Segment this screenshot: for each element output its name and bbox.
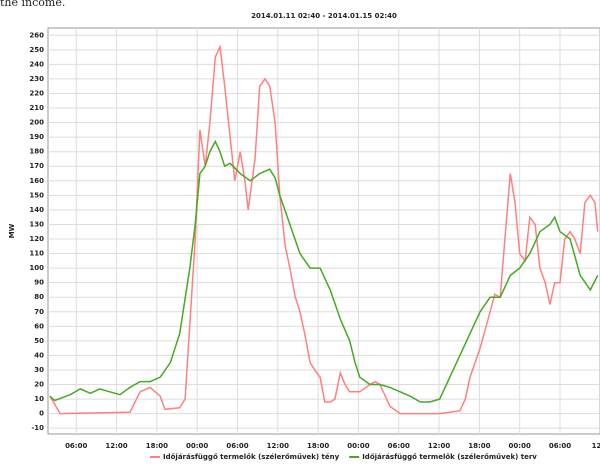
y-tick-label: 110 — [29, 250, 44, 258]
y-tick-label: 40 — [34, 351, 44, 359]
y-tick-label: 60 — [34, 322, 44, 330]
x-tick-label: 12:00 — [105, 442, 127, 450]
y-tick-label: 130 — [29, 220, 44, 228]
y-tick-label: 30 — [34, 366, 44, 374]
y-tick-label: 10 — [34, 395, 44, 403]
y-tick-label: 170 — [29, 162, 44, 170]
x-tick-label: 18:00 — [146, 442, 168, 450]
y-tick-label: 180 — [29, 148, 44, 156]
y-tick-label: 160 — [29, 177, 44, 185]
x-tick-label: 06:00 — [226, 442, 248, 450]
y-tick-label: 260 — [29, 31, 44, 39]
y-tick-label: 200 — [29, 119, 44, 127]
y-tick-label: 140 — [29, 206, 44, 214]
series-line — [49, 44, 599, 415]
y-axis-label: MW — [8, 223, 16, 238]
page-text: the income. — [0, 0, 65, 9]
x-tick-label: 06:00 — [65, 442, 87, 450]
x-tick-label: 18:00 — [307, 442, 329, 450]
y-tick-label: 100 — [29, 264, 44, 272]
y-tick-label: 210 — [29, 104, 44, 112]
y-tick-label: 70 — [34, 308, 44, 316]
x-tick-label: 06:00 — [549, 442, 571, 450]
x-tick-label: 00:00 — [347, 442, 369, 450]
x-tick-label: 12:00 — [267, 442, 289, 450]
y-tick-label: 90 — [34, 279, 44, 287]
x-tick-label: 06:00 — [388, 442, 410, 450]
legend-label: Időjárásfüggő termelők (szélerőművek) te… — [362, 452, 537, 461]
x-tick-label: 12:0 — [592, 442, 600, 450]
y-tick-label: 120 — [29, 235, 44, 243]
y-tick-label: 250 — [29, 46, 44, 54]
legend-label: Időjárásfüggő termelők (szélerőművek) té… — [163, 452, 340, 461]
y-tick-label: 50 — [34, 337, 44, 345]
y-tick-label: -10 — [31, 424, 44, 432]
x-tick-label: 00:00 — [509, 442, 531, 450]
chart-title: 2014.01.11 02:40 - 2014.01.15 02:40 — [251, 12, 397, 20]
y-tick-label: 80 — [34, 293, 44, 301]
x-tick-label: 18:00 — [468, 442, 490, 450]
y-tick-label: 230 — [29, 75, 44, 83]
y-tick-label: 150 — [29, 191, 44, 199]
x-tick-label: 12:00 — [428, 442, 450, 450]
series-line — [49, 139, 599, 403]
x-tick-label: 00:00 — [186, 442, 208, 450]
y-tick-label: 190 — [29, 133, 44, 141]
plot-frame — [47, 27, 600, 435]
y-tick-label: 240 — [29, 60, 44, 68]
y-tick-label: 0 — [39, 410, 44, 418]
y-tick-label: 220 — [29, 89, 44, 97]
y-tick-label: 20 — [34, 381, 44, 389]
